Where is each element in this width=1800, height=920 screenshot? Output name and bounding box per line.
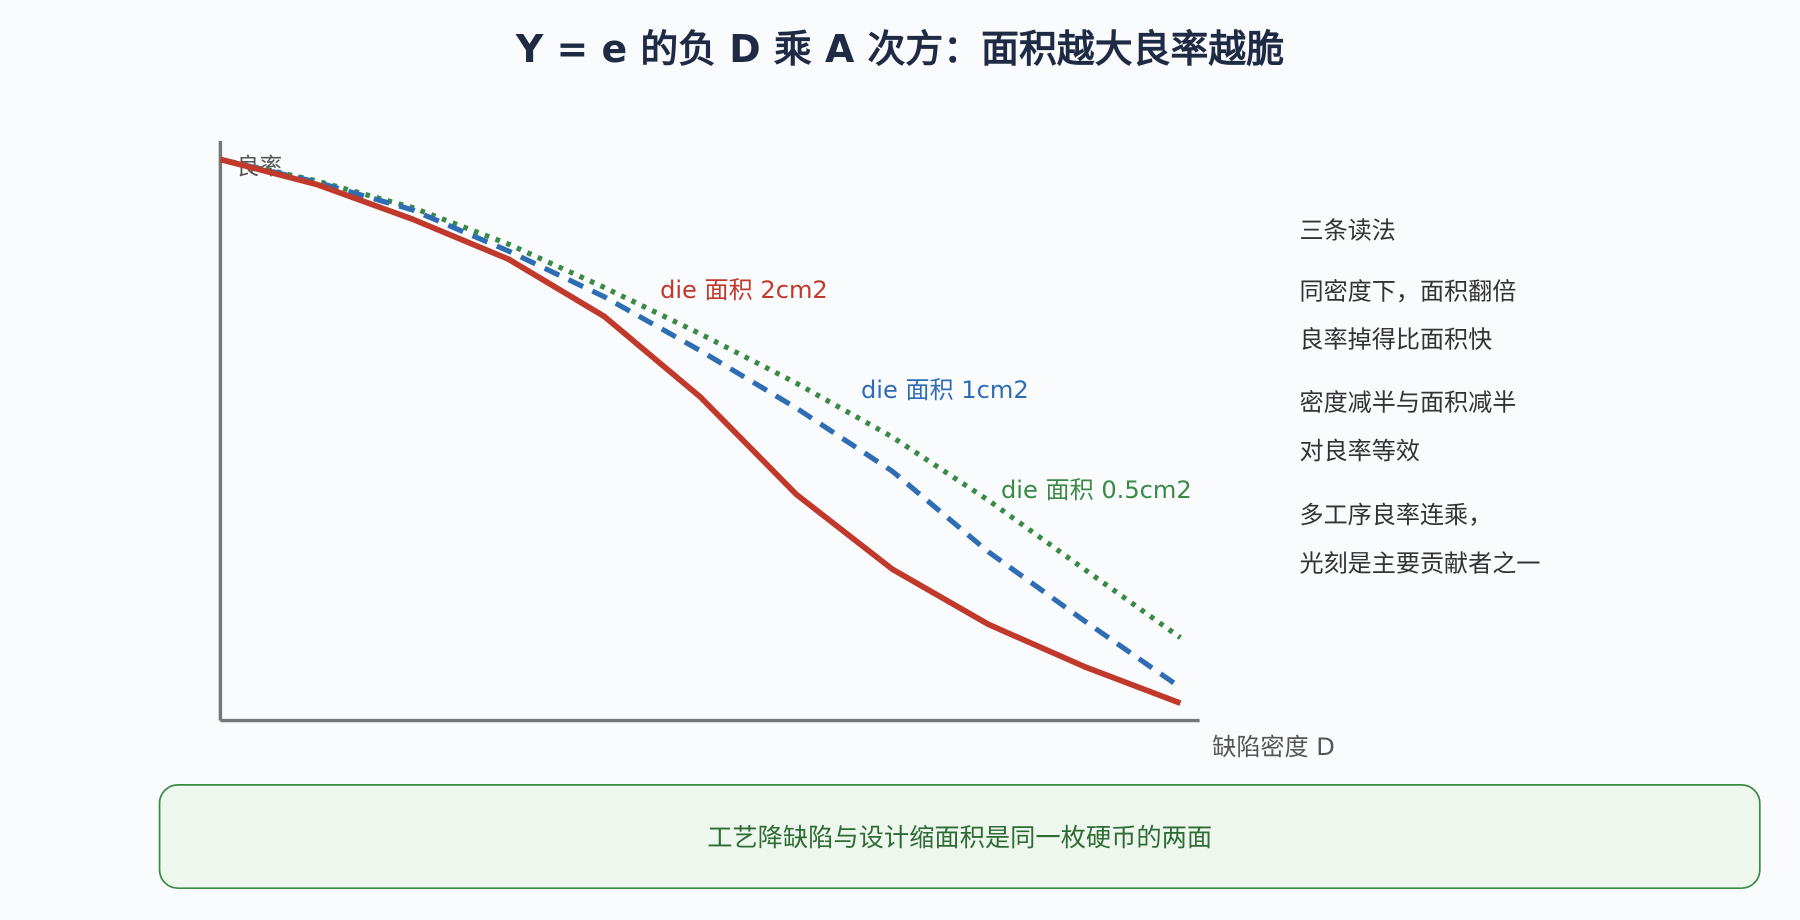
chart-title: Y = e 的负 D 乘 A 次方：面积越大良率越脆 bbox=[515, 27, 1284, 71]
note-line: 同密度下，面积翻倍 bbox=[1299, 277, 1516, 305]
notes-heading: 三条读法 bbox=[1299, 217, 1395, 245]
series-label: die 面积 1cm2 bbox=[861, 376, 1029, 404]
series-label: die 面积 0.5cm2 bbox=[1001, 476, 1192, 504]
series-line bbox=[219, 156, 1182, 706]
note-line: 对良率等效 bbox=[1299, 437, 1419, 465]
note-line: 多工序良率连乘， bbox=[1299, 501, 1492, 529]
series-line bbox=[219, 156, 1182, 690]
note-line: 密度减半与面积减半 bbox=[1299, 389, 1516, 417]
x-axis-label: 缺陷密度 D bbox=[1212, 733, 1335, 761]
note-line: 光刻是主要贡献者之一 bbox=[1299, 549, 1540, 577]
series-label: die 面积 2cm2 bbox=[660, 276, 828, 304]
footer-box bbox=[158, 784, 1761, 890]
footer-text: 工艺降缺陷与设计缩面积是同一枚硬币的两面 bbox=[707, 823, 1212, 852]
note-line: 良率掉得比面积快 bbox=[1299, 326, 1492, 354]
